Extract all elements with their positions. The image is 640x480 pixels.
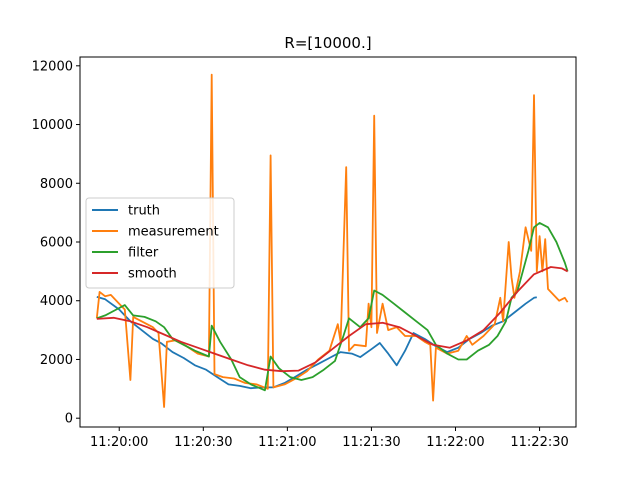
series-line-smooth (96, 266, 569, 373)
x-tick-label: 11:21:00 (258, 435, 316, 450)
legend-label-filter: filter (128, 246, 159, 261)
legend-box (85, 197, 235, 289)
y-tick-label: 2000 (40, 353, 73, 368)
y-tick-label: 10000 (32, 118, 73, 133)
x-tick-label: 11:21:30 (342, 435, 400, 450)
y-tick-label: 6000 (40, 236, 73, 251)
x-tick-label: 11:20:00 (90, 435, 148, 450)
legend-label-smooth: smooth (128, 267, 177, 282)
series-layer (95, 73, 569, 408)
chart-title: R=[10000.] (284, 34, 371, 52)
y-tick-label: 8000 (40, 177, 73, 192)
x-tick-label: 11:22:00 (426, 435, 484, 450)
y-tick-label: 4000 (40, 294, 73, 309)
legend: truth measurement filter smooth (85, 197, 235, 289)
x-tick-label: 11:20:30 (174, 435, 232, 450)
plot-area (95, 73, 569, 408)
y-axis: 0 2000 4000 6000 8000 10000 12000 (32, 59, 80, 427)
y-tick-label: 12000 (32, 59, 73, 74)
x-tick-label: 11:22:30 (510, 435, 568, 450)
legend-label-measurement: measurement (128, 225, 219, 240)
legend-label-truth: truth (128, 204, 160, 219)
x-axis: 11:20:00 11:20:30 11:21:00 11:21:30 11:22:00… (90, 427, 569, 450)
y-tick-label: 0 (65, 412, 73, 427)
